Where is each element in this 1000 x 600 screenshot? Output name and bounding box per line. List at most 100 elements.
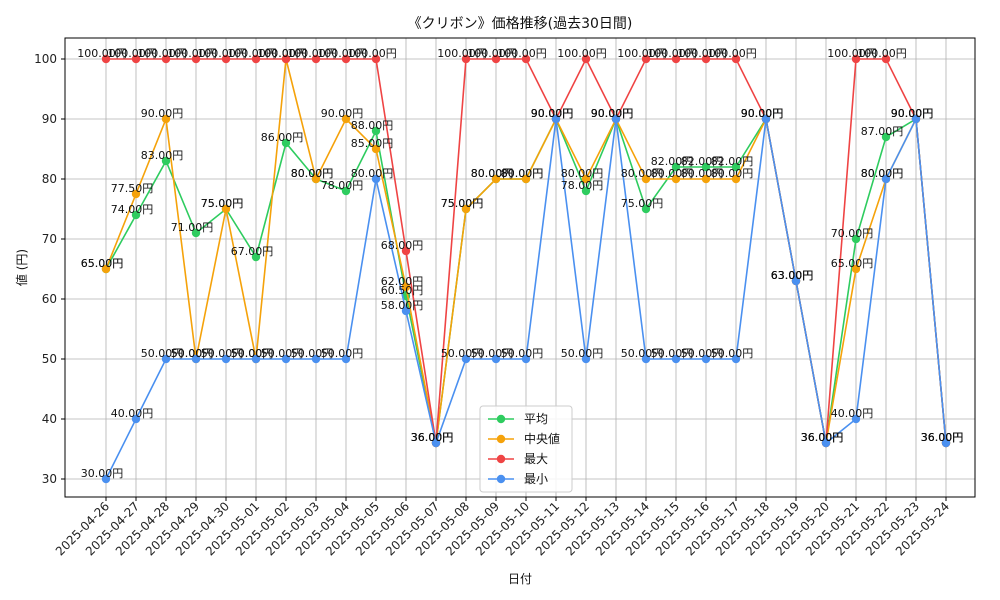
data-label: 63.00円 bbox=[771, 269, 814, 282]
data-point bbox=[641, 54, 651, 64]
data-label: 83.00円 bbox=[141, 149, 184, 162]
data-point bbox=[581, 54, 591, 64]
data-label: 50.00円 bbox=[231, 347, 274, 360]
data-point bbox=[281, 54, 291, 64]
y-tick-label: 90 bbox=[42, 112, 57, 126]
data-point bbox=[191, 54, 201, 64]
data-point bbox=[641, 354, 651, 364]
data-label: 77.50円 bbox=[111, 182, 154, 195]
data-point bbox=[491, 54, 501, 64]
data-point bbox=[581, 174, 591, 184]
data-point bbox=[131, 189, 141, 199]
data-label: 36.00円 bbox=[921, 431, 964, 444]
y-tick-label: 60 bbox=[42, 292, 57, 306]
data-point bbox=[221, 54, 231, 64]
data-label: 90.00円 bbox=[741, 107, 784, 120]
data-label: 62.00円 bbox=[381, 275, 424, 288]
data-label: 90.00円 bbox=[741, 107, 784, 120]
data-point bbox=[131, 210, 141, 220]
data-point bbox=[131, 54, 141, 64]
data-label: 90.00円 bbox=[591, 107, 634, 120]
data-point bbox=[371, 144, 381, 154]
data-label: 82.00円 bbox=[651, 155, 694, 168]
data-label: 75.00円 bbox=[201, 197, 244, 210]
y-tick-label: 30 bbox=[42, 472, 57, 486]
y-tick-label: 100 bbox=[34, 52, 57, 66]
data-point bbox=[431, 438, 441, 448]
data-point bbox=[311, 354, 321, 364]
data-point bbox=[731, 162, 741, 172]
data-label: 50.00円 bbox=[171, 347, 214, 360]
data-label: 50.00円 bbox=[621, 347, 664, 360]
legend-label: 最大 bbox=[524, 452, 548, 466]
data-label: 90.00円 bbox=[741, 107, 784, 120]
data-label: 75.00円 bbox=[621, 197, 664, 210]
data-label: 36.00円 bbox=[921, 431, 964, 444]
data-label: 100.00円 bbox=[317, 47, 367, 60]
data-point bbox=[671, 354, 681, 364]
data-point bbox=[281, 354, 291, 364]
data-label: 50.00円 bbox=[441, 347, 484, 360]
data-point bbox=[401, 306, 411, 316]
data-label: 50.00円 bbox=[141, 347, 184, 360]
data-label: 36.00円 bbox=[411, 431, 454, 444]
data-label: 100.00円 bbox=[617, 47, 667, 60]
data-label: 36.00円 bbox=[411, 431, 454, 444]
data-label: 60.50円 bbox=[381, 284, 424, 297]
data-point bbox=[461, 54, 471, 64]
data-label: 100.00円 bbox=[857, 47, 907, 60]
data-point bbox=[161, 54, 171, 64]
data-point bbox=[251, 252, 261, 262]
data-label: 50.00円 bbox=[501, 347, 544, 360]
data-label: 88.00円 bbox=[351, 119, 394, 132]
data-label: 50.00円 bbox=[471, 347, 514, 360]
data-label: 50.00円 bbox=[171, 347, 214, 360]
data-point bbox=[341, 54, 351, 64]
data-label: 40.00円 bbox=[111, 407, 154, 420]
data-label: 100.00円 bbox=[827, 47, 877, 60]
data-point bbox=[461, 354, 471, 364]
data-point bbox=[851, 234, 861, 244]
data-point bbox=[701, 174, 711, 184]
data-point bbox=[641, 204, 651, 214]
data-point bbox=[641, 174, 651, 184]
y-tick-label: 50 bbox=[42, 352, 57, 366]
data-label: 80.00円 bbox=[711, 167, 754, 180]
data-label: 75.00円 bbox=[201, 197, 244, 210]
data-label: 90.00円 bbox=[891, 107, 934, 120]
data-point bbox=[311, 174, 321, 184]
data-label: 36.00円 bbox=[921, 431, 964, 444]
data-point bbox=[731, 354, 741, 364]
data-point bbox=[731, 54, 741, 64]
data-point bbox=[311, 54, 321, 64]
data-point bbox=[161, 156, 171, 166]
data-label: 80.00円 bbox=[351, 167, 394, 180]
data-label: 75.00円 bbox=[441, 197, 484, 210]
data-label: 80.00円 bbox=[501, 167, 544, 180]
data-point bbox=[671, 162, 681, 172]
legend-marker bbox=[496, 434, 506, 444]
data-point bbox=[221, 354, 231, 364]
data-point bbox=[401, 246, 411, 256]
data-point bbox=[611, 114, 621, 124]
data-point bbox=[851, 264, 861, 274]
data-label: 36.00円 bbox=[411, 431, 454, 444]
data-label: 50.00円 bbox=[561, 347, 604, 360]
data-label: 100.00円 bbox=[467, 47, 517, 60]
data-label: 80.00円 bbox=[861, 167, 904, 180]
data-label: 80.00円 bbox=[501, 167, 544, 180]
data-label: 65.00円 bbox=[831, 257, 874, 270]
data-point bbox=[581, 186, 591, 196]
data-point bbox=[191, 354, 201, 364]
series-layer bbox=[101, 54, 951, 484]
data-label: 100.00円 bbox=[77, 47, 127, 60]
data-point bbox=[941, 438, 951, 448]
data-label: 82.00円 bbox=[711, 155, 754, 168]
data-point bbox=[881, 132, 891, 142]
data-point bbox=[341, 114, 351, 124]
data-point bbox=[281, 138, 291, 148]
data-label: 36.00円 bbox=[411, 431, 454, 444]
data-label: 65.00円 bbox=[81, 257, 124, 270]
